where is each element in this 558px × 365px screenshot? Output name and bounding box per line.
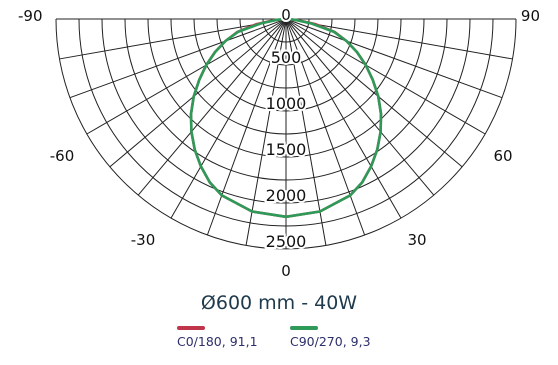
radial-tick-label: 2500 [266, 232, 307, 251]
polar-grid [55, 18, 517, 250]
grid-spoke [285, 18, 486, 135]
grid-spoke [86, 18, 287, 135]
grid-spoke [285, 18, 366, 236]
grid-spoke [137, 18, 287, 196]
grid-spoke [206, 18, 287, 236]
angle-label: -30 [131, 231, 156, 249]
grid-spoke [69, 18, 287, 99]
grid-spoke [285, 18, 327, 246]
angle-label: -60 [50, 147, 75, 165]
grid-spoke [109, 18, 287, 168]
legend-item-c90-270: C90/270, 9,3 [290, 326, 371, 349]
legend-item-c0-180: C0/180, 91,1 [177, 326, 258, 349]
radial-tick-label: 1500 [266, 140, 307, 159]
angle-label: 90 [521, 7, 540, 25]
chart-labels: 500 1000 1500 2000 2500 -90 90 -60 60 -30 30 0 0 [18, 4, 540, 280]
series-curves [189, 17, 383, 219]
legend-label-c0-180: C0/180, 91,1 [177, 334, 258, 349]
radial-tick-label: 500 [271, 48, 302, 67]
polar-chart: 500 1000 1500 2000 2500 -90 90 -60 60 -30 30 0 0 [18, 4, 540, 280]
angle-label: 30 [407, 231, 426, 249]
legend-label-c90-270: C90/270, 9,3 [290, 334, 371, 349]
grid-spoke [285, 18, 503, 99]
grid-spoke [170, 18, 287, 219]
legend-swatch-c0-180 [177, 326, 205, 330]
angle-label: 60 [493, 147, 512, 165]
bottom-zero-label: 0 [281, 262, 291, 280]
radial-tick-label: 2000 [266, 186, 307, 205]
grid-spoke [59, 18, 287, 60]
grid-spoke [245, 18, 287, 246]
grid-spoke [285, 18, 513, 60]
angle-label: -90 [18, 7, 43, 25]
angle-label: 0 [281, 6, 291, 24]
series-line-1 [189, 17, 383, 219]
grid-spoke [285, 18, 402, 219]
chart-title: Ø600 mm - 40W [200, 292, 358, 314]
grid-spoke [285, 18, 435, 196]
radial-tick-label: 1000 [266, 94, 307, 113]
grid-spoke [285, 18, 463, 168]
legend-swatch-c90-270 [290, 326, 318, 330]
